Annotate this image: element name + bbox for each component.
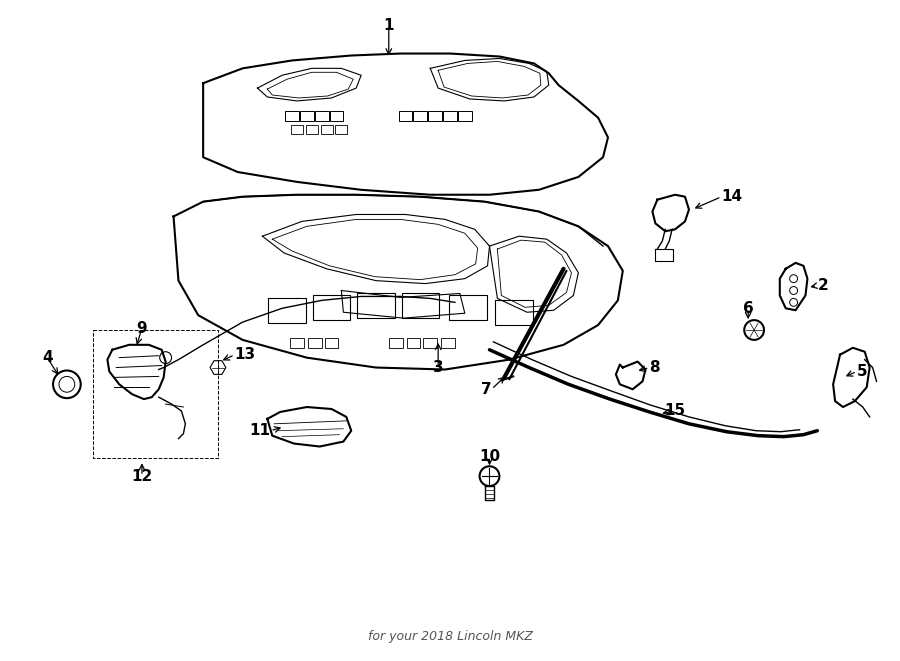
- Text: 1: 1: [383, 19, 394, 34]
- Text: 12: 12: [131, 469, 153, 484]
- Text: 8: 8: [650, 360, 660, 375]
- Bar: [336, 125, 347, 134]
- Bar: [423, 338, 437, 348]
- Bar: [401, 293, 439, 318]
- Bar: [291, 125, 303, 134]
- Text: 2: 2: [817, 278, 828, 293]
- Text: 3: 3: [433, 360, 444, 375]
- Bar: [458, 111, 472, 121]
- Bar: [443, 111, 457, 121]
- Text: 14: 14: [722, 189, 742, 204]
- Text: 9: 9: [137, 321, 148, 336]
- Bar: [329, 111, 344, 121]
- Bar: [449, 295, 487, 320]
- Text: for your 2018 Lincoln MKZ: for your 2018 Lincoln MKZ: [367, 629, 533, 642]
- Bar: [399, 111, 412, 121]
- Bar: [441, 338, 454, 348]
- Bar: [495, 300, 533, 325]
- Text: 15: 15: [664, 403, 686, 418]
- Bar: [320, 125, 332, 134]
- Bar: [325, 338, 338, 348]
- Bar: [428, 111, 442, 121]
- Text: 13: 13: [235, 347, 256, 362]
- Text: 5: 5: [857, 364, 868, 379]
- Text: 10: 10: [479, 449, 500, 464]
- Bar: [389, 338, 402, 348]
- Bar: [315, 111, 328, 121]
- Text: 4: 4: [41, 350, 52, 365]
- Text: 6: 6: [742, 301, 753, 316]
- Bar: [313, 295, 350, 320]
- Bar: [290, 338, 304, 348]
- Bar: [268, 298, 306, 323]
- Bar: [306, 125, 318, 134]
- Bar: [285, 111, 299, 121]
- Text: 7: 7: [481, 382, 491, 397]
- Bar: [407, 338, 420, 348]
- Bar: [300, 111, 314, 121]
- Bar: [413, 111, 428, 121]
- Text: 11: 11: [249, 423, 270, 438]
- Bar: [308, 338, 321, 348]
- Bar: [357, 293, 395, 318]
